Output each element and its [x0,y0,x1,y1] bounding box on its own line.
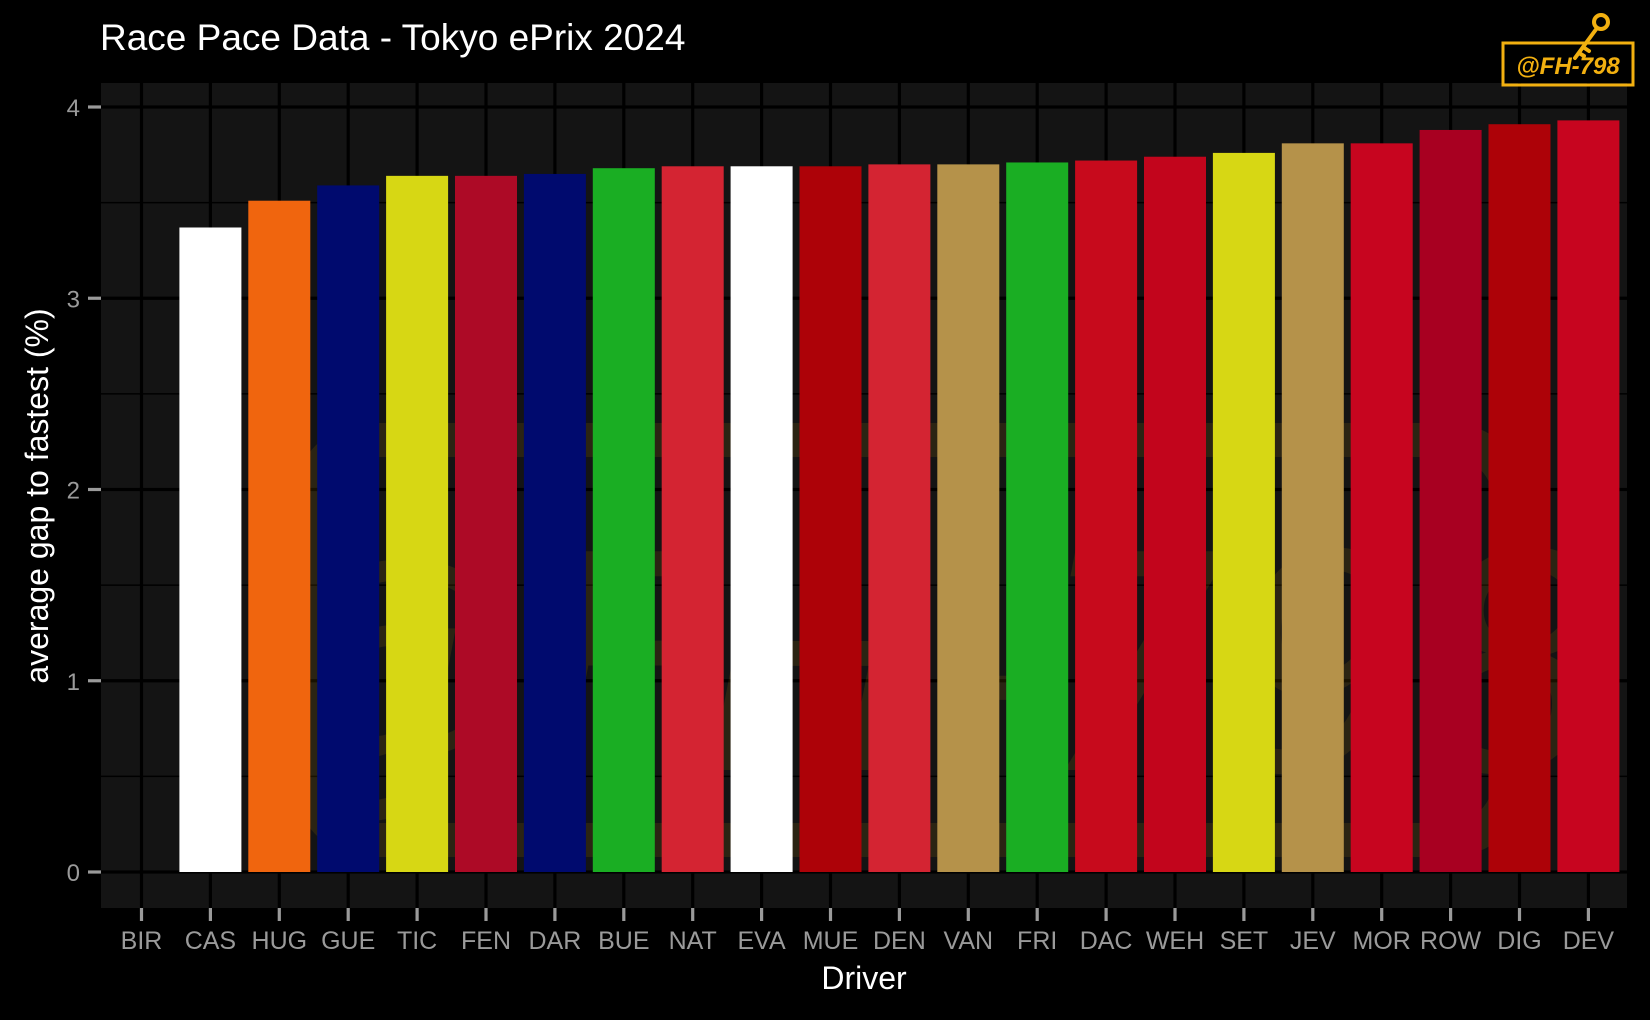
bar-van [937,164,1000,872]
x-tick-label: DIG [1497,927,1541,955]
bar-dev [1557,120,1620,872]
bar-dar [523,173,586,872]
bar-cas [179,227,242,873]
y-tick-label: 4 [67,95,80,122]
bar-nat [661,166,724,873]
y-axis: 0 1 2 3 4 [67,95,101,887]
x-tick-label: FRI [1017,927,1057,955]
x-tick-label: GUE [321,927,375,955]
x-tick-label: DAR [529,927,582,955]
x-tick-label: BUE [598,927,649,955]
y-tick-label: 3 [67,286,80,313]
logo-frame [1501,41,1635,87]
x-tick-label: DEN [873,927,926,955]
bar-tic [386,175,449,873]
x-tick-label: MUE [803,927,859,955]
y-axis-label: average gap to fastest (%) [19,308,55,683]
x-tick-label: BIR [121,927,163,955]
y-tick-label: 1 [67,669,80,696]
x-tick-label: VAN [944,927,994,955]
x-tick-label: MOR [1353,927,1411,955]
x-tick-label: TIC [397,927,437,955]
x-tick-label: EVA [738,927,786,955]
x-axis-label: Driver [821,960,907,996]
x-axis: BIR CAS HUG GUE TIC FEN DAR BUE NAT EVA MUE DEN VAN F… [121,908,1615,955]
bar-den [868,164,931,872]
bar-dig [1488,124,1551,872]
bar-weh [1144,156,1206,873]
x-tick-label: CAS [185,927,236,955]
watermark-logo-icon: @FH-798 [1501,13,1635,87]
bar-set [1212,152,1275,872]
bar-mor [1350,143,1413,872]
x-tick-label: SET [1220,927,1269,955]
bar-dac [1075,160,1138,873]
bar-hug [248,200,311,872]
chart-title: Race Pace Data - Tokyo ePrix 2024 [100,17,685,58]
y-tick-label: 0 [67,860,80,887]
y-tick-label: 2 [67,478,80,505]
x-tick-label: NAT [669,927,717,955]
key-head-icon [1592,13,1610,31]
bar-gue [317,185,380,873]
bar-fri [1006,162,1069,872]
x-tick-label: HUG [252,927,308,955]
bars [179,120,1620,873]
bar-fen [455,175,517,873]
bar-mue [799,166,862,873]
x-tick-label: DAC [1080,927,1133,955]
key-icon [1573,26,1599,60]
bar-eva [730,166,793,873]
x-tick-label: JEV [1290,927,1336,955]
x-tick-label: FEN [461,927,511,955]
bar-row [1419,129,1482,872]
x-tick-label: ROW [1420,927,1482,955]
bar-bue [592,168,655,872]
bar-jev [1281,143,1344,872]
x-tick-label: WEH [1146,927,1204,955]
x-tick-label: DEV [1563,927,1615,955]
logo-text: @FH-798 [1516,53,1620,80]
